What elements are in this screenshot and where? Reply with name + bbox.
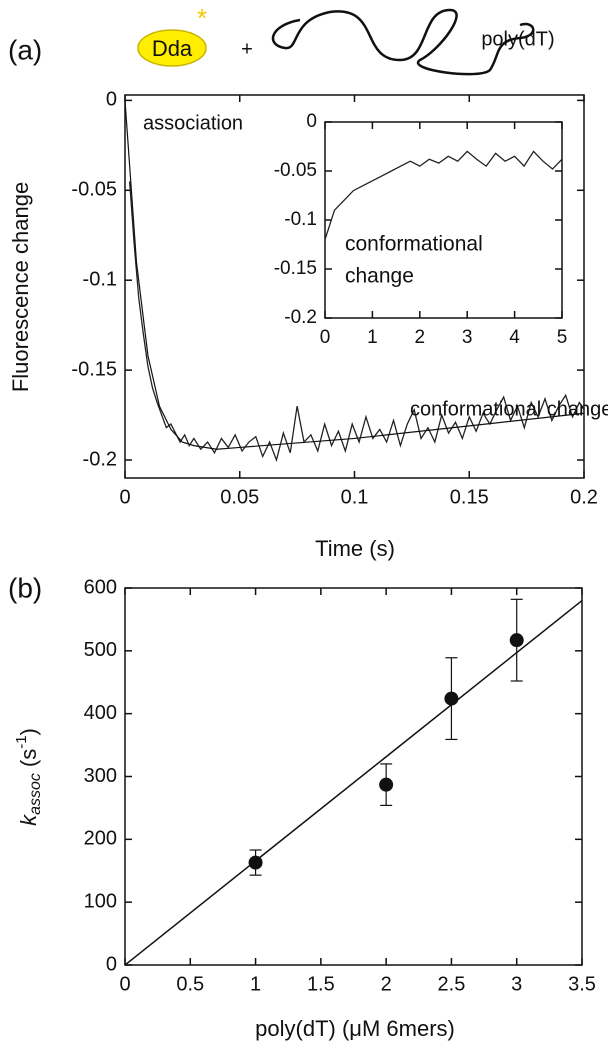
data-point xyxy=(444,691,459,706)
y-tick-label: 100 xyxy=(84,890,117,912)
annotation: conformational xyxy=(345,233,483,256)
y-tick-label: -0.1 xyxy=(83,268,117,290)
x-tick-label: 0.2 xyxy=(570,486,598,508)
x-tick-label: 0 xyxy=(119,486,130,508)
y-tick-label: -0.15 xyxy=(274,258,317,279)
data-trace xyxy=(128,181,585,463)
y-tick-label: -0.2 xyxy=(284,307,317,328)
x-axis-label: poly(dT) (μM 6mers) xyxy=(255,1016,455,1041)
y-tick-label: -0.05 xyxy=(274,160,317,181)
y-label-unit: (s xyxy=(16,749,41,767)
plot-frame xyxy=(324,121,563,319)
x-tick-label: 4 xyxy=(509,327,520,348)
substrate-label: poly(dT) xyxy=(481,28,554,50)
x-tick-label: 0 xyxy=(320,327,331,348)
y-tick-label: 300 xyxy=(84,765,117,787)
fit-line xyxy=(124,599,583,966)
x-tick-label: 0.15 xyxy=(450,486,489,508)
y-tick-label: 0 xyxy=(306,111,317,132)
x-tick-label: 3 xyxy=(511,973,522,995)
x-tick-label: 2.5 xyxy=(438,973,466,995)
y-label-close: ) xyxy=(16,728,41,735)
panel-label: (b) xyxy=(8,572,42,603)
x-tick-label: 5 xyxy=(557,327,568,348)
y-label-symbol: k xyxy=(16,814,41,826)
x-tick-label: 0.5 xyxy=(176,973,204,995)
asterisk: * xyxy=(197,3,207,33)
fit-line xyxy=(124,100,585,450)
data-trace xyxy=(324,150,563,240)
y-tick-label: 0 xyxy=(106,89,117,111)
annotation: association xyxy=(143,112,243,134)
annotation: conformational change xyxy=(410,398,608,420)
y-tick-label: -0.05 xyxy=(71,179,117,201)
x-tick-label: 1.5 xyxy=(307,973,335,995)
panel-label: (a) xyxy=(8,34,42,65)
y-tick-label: 600 xyxy=(84,576,117,598)
data-point xyxy=(509,633,524,648)
x-tick-label: 0 xyxy=(119,973,130,995)
x-tick-label: 2 xyxy=(415,327,426,348)
y-tick-label: -0.15 xyxy=(71,358,117,380)
dna-strand xyxy=(271,8,535,76)
x-tick-label: 1 xyxy=(367,327,378,348)
y-tick-label: 400 xyxy=(84,702,117,724)
y-label-subscript: assoc xyxy=(27,773,44,815)
y-label-superscript: -1 xyxy=(13,735,30,748)
data-point xyxy=(379,777,394,792)
y-axis-label: Fluorescence change xyxy=(8,182,33,392)
enzyme-icon xyxy=(137,29,207,67)
plus-sign: + xyxy=(241,38,253,60)
x-tick-label: 1 xyxy=(250,973,261,995)
y-tick-label: -0.2 xyxy=(83,448,117,470)
y-axis-label: kassoc (s-1) xyxy=(13,728,44,826)
y-tick-label: 0 xyxy=(106,953,117,975)
x-tick-label: 3.5 xyxy=(568,973,596,995)
x-tick-label: 3 xyxy=(462,327,473,348)
y-tick-label: 200 xyxy=(84,828,117,850)
data-point xyxy=(248,855,263,870)
x-tick-label: 0.05 xyxy=(220,486,259,508)
y-tick-label: 500 xyxy=(84,639,117,661)
enzyme-label: Dda xyxy=(152,36,193,61)
x-axis-label: Time (s) xyxy=(315,536,395,561)
x-tick-label: 2 xyxy=(381,973,392,995)
plot-frame xyxy=(124,587,583,966)
y-tick-label: -0.1 xyxy=(284,209,317,230)
x-tick-label: 0.1 xyxy=(341,486,369,508)
annotation: change xyxy=(345,265,414,288)
